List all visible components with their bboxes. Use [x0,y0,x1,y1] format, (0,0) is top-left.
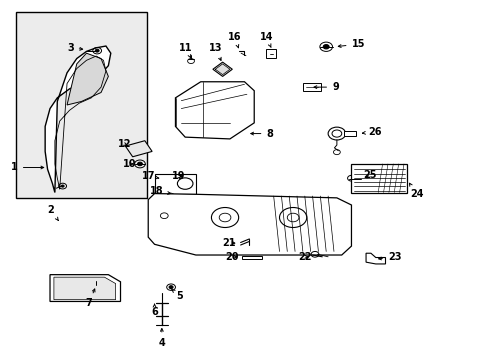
Bar [241,256,262,259]
Text: 7: 7 [85,289,95,308]
Text: 26: 26 [362,127,381,137]
Text: 21: 21 [222,238,236,248]
Text: 24: 24 [408,183,423,199]
Text: 8: 8 [250,129,273,139]
Text: 16: 16 [227,32,241,48]
Text: 10: 10 [122,159,136,169]
Circle shape [95,49,99,52]
Polygon shape [50,275,120,301]
Bar [302,83,321,91]
Circle shape [169,286,173,289]
Text: 3: 3 [67,43,82,53]
Polygon shape [54,277,116,300]
Text: 15: 15 [338,39,364,49]
Circle shape [323,45,328,49]
Text: 23: 23 [378,252,401,262]
Bar [266,49,276,58]
Polygon shape [45,46,111,193]
Text: 17: 17 [142,171,159,181]
Text: 4: 4 [158,329,165,347]
Polygon shape [125,141,152,157]
Text: 14: 14 [259,32,273,48]
Text: 2: 2 [47,205,58,221]
Text: 18: 18 [149,186,170,197]
Text: 19: 19 [171,171,184,181]
Text: 20: 20 [224,252,238,262]
Text: 12: 12 [118,139,131,149]
Text: 6: 6 [151,304,158,317]
Bar [154,174,196,194]
Text: 11: 11 [179,43,192,58]
Circle shape [169,195,172,197]
Text: 5: 5 [171,289,183,301]
Polygon shape [366,253,385,264]
Text: 25: 25 [363,170,376,180]
Circle shape [61,185,64,187]
Text: 22: 22 [297,252,311,262]
Bar [344,131,356,136]
Polygon shape [212,62,232,76]
Text: 9: 9 [313,82,338,92]
Text: 1: 1 [11,162,43,172]
Circle shape [137,162,142,166]
Polygon shape [67,53,108,105]
Bar [351,164,407,193]
Bar [16,12,147,198]
Polygon shape [148,194,351,255]
Polygon shape [175,82,254,139]
Text: 13: 13 [208,43,222,60]
